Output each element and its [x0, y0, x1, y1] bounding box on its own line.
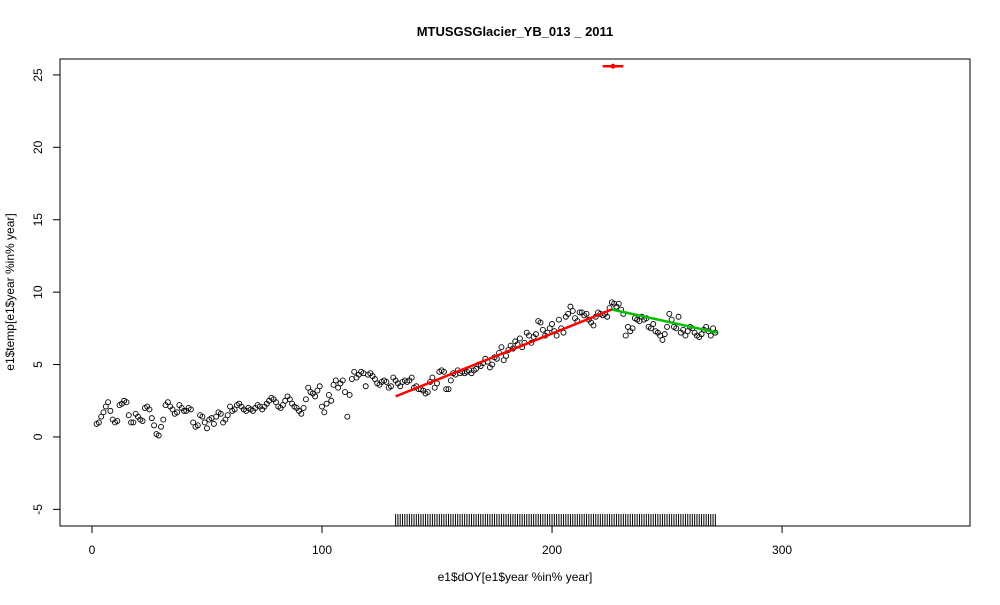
- y-tick-label: 5: [31, 361, 45, 368]
- point: [615, 300, 622, 307]
- point: [629, 325, 636, 332]
- point: [440, 368, 447, 375]
- point: [539, 326, 546, 333]
- point: [107, 407, 114, 414]
- point: [604, 313, 611, 320]
- x-tick-label: 100: [312, 543, 332, 557]
- point: [424, 389, 431, 396]
- point: [498, 344, 505, 351]
- point: [328, 397, 335, 404]
- point: [316, 383, 323, 390]
- point: [204, 425, 210, 432]
- point: [319, 403, 325, 410]
- point: [565, 310, 572, 317]
- point: [555, 316, 562, 323]
- point: [408, 374, 415, 381]
- point: [346, 392, 353, 398]
- point: [576, 309, 583, 316]
- point: [666, 310, 673, 317]
- point: [383, 378, 390, 385]
- point: [362, 383, 369, 390]
- point: [323, 400, 330, 407]
- y-tick-label: 0: [31, 433, 45, 440]
- y-tick-label: -5: [31, 504, 45, 515]
- point: [569, 308, 576, 314]
- point: [339, 377, 346, 384]
- fit-line: [395, 308, 613, 398]
- point: [160, 416, 167, 423]
- point: [146, 406, 153, 413]
- highlight-point: [610, 63, 616, 69]
- point: [210, 420, 217, 427]
- point: [344, 413, 351, 420]
- point: [429, 374, 436, 381]
- point: [443, 386, 450, 393]
- point: [664, 323, 671, 330]
- point: [224, 412, 231, 419]
- point: [139, 418, 146, 424]
- point: [123, 399, 130, 406]
- point: [489, 361, 496, 368]
- point: [302, 396, 309, 403]
- fit-line: [611, 308, 718, 334]
- point: [187, 406, 194, 413]
- y-tick-label: 15: [31, 213, 45, 227]
- point: [553, 332, 560, 339]
- point: [174, 409, 181, 416]
- point: [590, 322, 597, 329]
- point: [332, 377, 339, 384]
- point: [388, 383, 394, 390]
- point: [114, 418, 121, 424]
- point: [100, 409, 107, 416]
- point: [583, 310, 590, 317]
- point: [298, 410, 305, 417]
- point: [194, 422, 201, 429]
- x-tick-label: 300: [772, 543, 792, 557]
- x-axis-label: e1$dOY[e1$year %in% year]: [438, 570, 593, 584]
- x-tick-label: 200: [542, 543, 562, 557]
- point: [199, 413, 206, 420]
- point: [445, 386, 452, 393]
- point: [549, 321, 555, 327]
- point: [661, 331, 668, 338]
- y-axis-label: e1$temp[e1$year %in% year]: [3, 213, 17, 370]
- x-tick-label: 0: [89, 543, 96, 557]
- point: [125, 412, 132, 419]
- point: [155, 432, 162, 439]
- point: [447, 377, 454, 384]
- point: [148, 415, 155, 422]
- point: [622, 332, 629, 339]
- point: [673, 325, 680, 332]
- point: [537, 319, 544, 326]
- point: [675, 313, 682, 320]
- point: [181, 407, 187, 414]
- point: [158, 423, 164, 430]
- point: [650, 321, 657, 327]
- y-tick-label: 10: [31, 285, 45, 299]
- point: [217, 410, 224, 417]
- point: [532, 331, 539, 338]
- point: [321, 409, 328, 416]
- point: [659, 336, 666, 343]
- point: [300, 405, 307, 411]
- point: [312, 393, 319, 400]
- point: [128, 419, 135, 426]
- chart-title: MTUSGSGlacier_YB_013 _ 2011: [417, 24, 614, 39]
- point: [707, 332, 714, 339]
- y-tick-label: 20: [31, 140, 45, 154]
- y-tick-label: 25: [31, 68, 45, 82]
- point: [201, 419, 208, 426]
- point: [516, 335, 523, 342]
- point: [351, 368, 358, 375]
- point: [105, 399, 112, 406]
- point: [151, 422, 158, 429]
- point: [325, 392, 332, 398]
- point: [95, 419, 102, 426]
- point: [342, 389, 348, 396]
- point: [130, 419, 137, 426]
